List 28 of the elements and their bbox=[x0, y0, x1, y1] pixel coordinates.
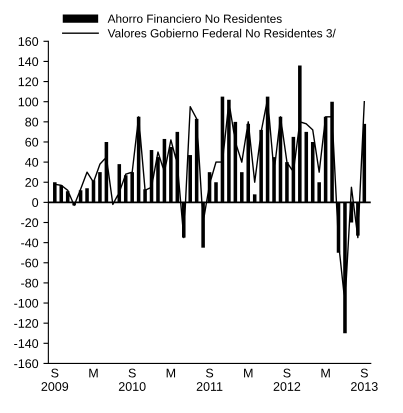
x-tick-label: M bbox=[321, 368, 330, 378]
y-tick-label: -120 bbox=[14, 318, 38, 328]
y-tick-label: 60 bbox=[25, 138, 38, 147]
x-tick-label: S 2009 bbox=[42, 368, 68, 391]
y-tick-label: 20 bbox=[25, 178, 38, 187]
y-tick-label: -20 bbox=[21, 218, 38, 228]
y-tick-label: 0 bbox=[32, 198, 38, 208]
y-tick-label: 100 bbox=[18, 98, 38, 106]
x-tick-label: S 2011 bbox=[196, 368, 222, 391]
legend-label: Valores Gobierno Federal No Residentes 3/ bbox=[108, 28, 336, 38]
y-tick-label: 80 bbox=[25, 118, 38, 126]
y-tick-label: -80 bbox=[21, 278, 38, 288]
y-tick-label: -40 bbox=[21, 238, 38, 248]
x-tick-label: M bbox=[89, 368, 98, 378]
y-tick-label: -60 bbox=[21, 258, 38, 268]
y-tick-label: -160 bbox=[14, 359, 38, 368]
y-tick-label: -140 bbox=[14, 339, 38, 348]
y-tick-label: 140 bbox=[18, 57, 38, 66]
legend-label: Ahorro Financiero No Residentes bbox=[108, 14, 282, 23]
x-tick-label: M bbox=[244, 368, 252, 378]
y-tick-label: 160 bbox=[18, 37, 38, 46]
x-tick-label: S 2013 bbox=[351, 368, 378, 391]
x-tick-label: M bbox=[166, 368, 176, 378]
y-tick-label: -100 bbox=[14, 298, 38, 308]
x-tick-label: S 2012 bbox=[274, 368, 300, 391]
y-tick-label: 120 bbox=[18, 77, 38, 86]
x-tick-label: S 2010 bbox=[118, 368, 146, 391]
y-tick-label: 40 bbox=[25, 158, 38, 167]
